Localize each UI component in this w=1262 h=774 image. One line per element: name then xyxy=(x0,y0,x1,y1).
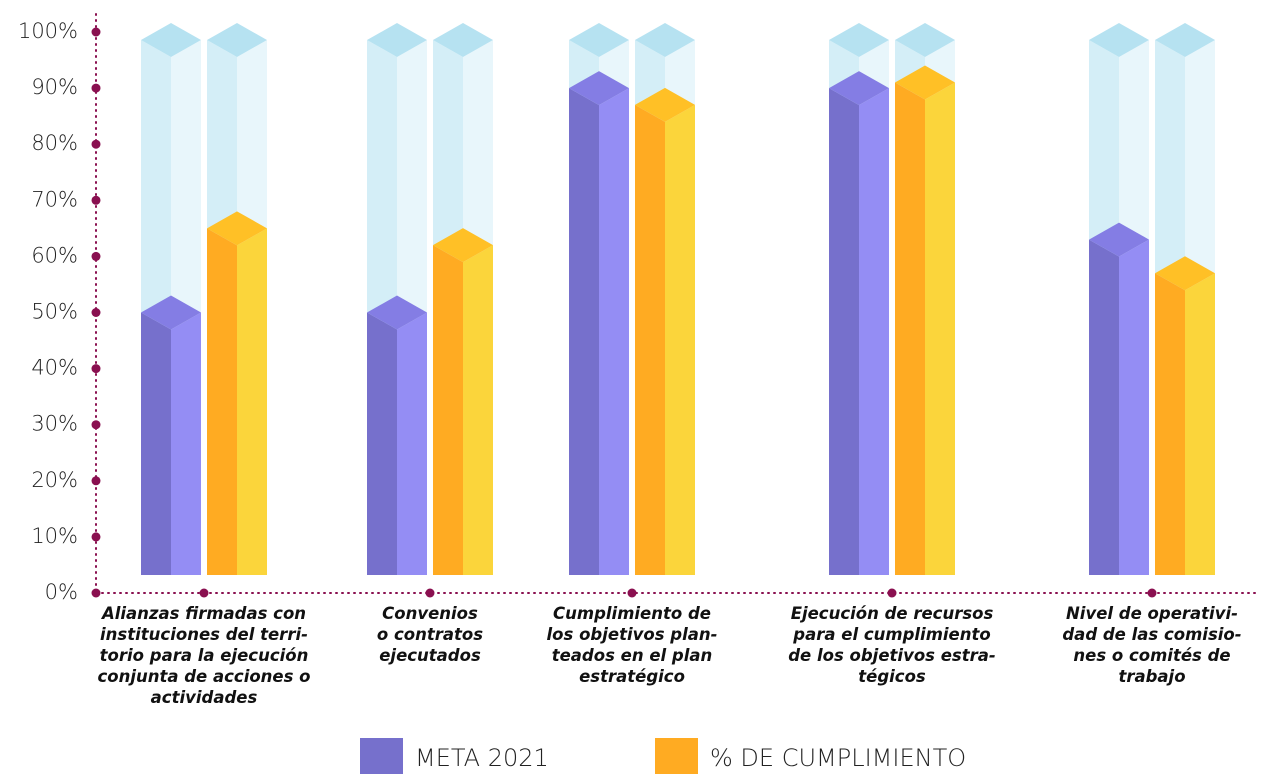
bar-face xyxy=(1089,239,1119,575)
x-tick xyxy=(1147,588,1157,598)
bar xyxy=(1089,222,1149,575)
y-tick-label: 40% xyxy=(31,356,78,380)
y-tick xyxy=(91,588,101,598)
x-tick-label: Nivel de operativi- dad de las comisio- … xyxy=(1062,604,1242,686)
bar-top xyxy=(1089,222,1149,257)
bar xyxy=(141,295,201,575)
bar-top xyxy=(635,87,695,122)
y-tick-label: 30% xyxy=(31,412,78,436)
bar xyxy=(635,87,695,576)
bar-face xyxy=(925,82,955,576)
bar-top xyxy=(895,23,955,57)
x-tick-label: Alianzas firmadas con instituciones del … xyxy=(97,604,311,707)
y-tick xyxy=(91,27,101,37)
y-tick xyxy=(91,420,101,430)
y-tick-label: 10% xyxy=(31,524,78,548)
bar-face xyxy=(1119,239,1149,575)
x-tick xyxy=(425,588,435,598)
bar-top xyxy=(433,228,493,263)
bar xyxy=(433,228,493,575)
bar xyxy=(1155,256,1215,575)
y-tick-label: 20% xyxy=(31,468,78,492)
y-tick xyxy=(91,364,101,374)
legend-label: META 2021 xyxy=(415,744,549,772)
x-tick xyxy=(199,588,209,598)
bar-face xyxy=(665,104,695,576)
bar-face xyxy=(635,104,665,576)
bar-top xyxy=(895,65,955,100)
x-tick xyxy=(887,588,897,598)
bar-top xyxy=(635,23,695,57)
bar xyxy=(367,295,427,575)
y-tick xyxy=(91,195,101,205)
legend-swatch xyxy=(655,738,698,774)
bar-top xyxy=(569,71,629,106)
y-tick xyxy=(91,532,101,542)
bar-face xyxy=(463,245,493,575)
bar-top xyxy=(1155,23,1215,57)
legend-label: % DE CUMPLIMIENTO xyxy=(710,744,966,772)
x-tick xyxy=(627,588,637,598)
y-tick xyxy=(91,308,101,317)
x-tick-label: Convenios o contratos ejecutados xyxy=(376,604,484,665)
bar-top xyxy=(829,23,889,57)
bar-top xyxy=(141,295,201,330)
bar-top xyxy=(367,23,427,57)
bar-top xyxy=(1089,23,1149,57)
bar-top xyxy=(367,295,427,330)
x-tick-label: Cumplimiento de los objetivos plan- tead… xyxy=(546,604,718,686)
y-tick xyxy=(91,83,101,93)
bar-face xyxy=(1185,273,1215,575)
bar-top xyxy=(433,23,493,57)
bar xyxy=(207,211,267,575)
y-tick-label: 100% xyxy=(18,19,78,43)
bar-top xyxy=(207,211,267,246)
bar-face xyxy=(397,312,427,575)
bar-face xyxy=(367,312,397,575)
bar-face xyxy=(829,88,859,575)
bar-face xyxy=(171,312,201,575)
bar-face xyxy=(207,228,237,575)
bar-top xyxy=(1155,256,1215,291)
bar-face xyxy=(599,88,629,575)
y-tick xyxy=(91,139,101,149)
bar-top xyxy=(207,23,267,57)
bar-face xyxy=(237,228,267,575)
bar xyxy=(829,71,889,575)
legend-swatch xyxy=(360,738,403,774)
bar-face xyxy=(141,312,171,575)
bar-face xyxy=(433,245,463,575)
bar-face xyxy=(1155,273,1185,575)
x-tick-label: Ejecución de recursos para el cumplimien… xyxy=(788,604,996,686)
bar-face xyxy=(895,82,925,576)
bar-top xyxy=(141,23,201,57)
y-tick-label: 70% xyxy=(31,187,78,211)
y-tick xyxy=(91,251,101,261)
bar-face xyxy=(569,88,599,575)
y-tick-label: 80% xyxy=(31,131,78,155)
bar-face xyxy=(859,88,889,575)
y-tick-label: 60% xyxy=(31,243,78,267)
bar-top xyxy=(569,23,629,57)
y-tick xyxy=(91,476,101,486)
y-tick-label: 0% xyxy=(45,580,78,604)
bar xyxy=(895,65,955,576)
y-tick-label: 90% xyxy=(31,75,78,99)
bar xyxy=(569,71,629,575)
bar-top xyxy=(829,71,889,106)
y-tick-label: 50% xyxy=(31,300,78,324)
